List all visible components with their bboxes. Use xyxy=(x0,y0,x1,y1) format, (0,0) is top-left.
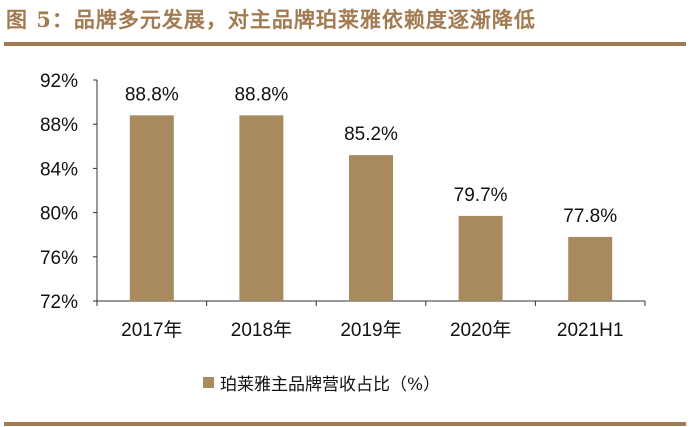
data-label: 88.8% xyxy=(125,84,179,105)
figure-title: 图 5：品牌多元发展，对主品牌珀莱雅依赖度逐渐降低 xyxy=(6,7,536,32)
x-tick-label: 2019年 xyxy=(340,319,401,341)
title-divider xyxy=(4,42,686,46)
data-label: 79.7% xyxy=(454,185,508,206)
y-tick-label: 76% xyxy=(40,248,78,269)
bar xyxy=(239,115,284,301)
x-tick-label: 2020年 xyxy=(450,319,511,341)
legend-label: 珀莱雅主品牌营收占比（%） xyxy=(220,375,441,395)
bar xyxy=(129,115,174,301)
bar xyxy=(458,215,503,301)
x-tick-label: 2021H1 xyxy=(557,320,624,341)
y-tick-label: 84% xyxy=(40,159,78,180)
x-tick-label: 2017年 xyxy=(121,319,182,341)
bar xyxy=(568,236,613,301)
data-label: 88.8% xyxy=(234,84,288,105)
y-tick-label: 72% xyxy=(40,292,78,313)
legend: 珀莱雅主品牌营收占比（%） xyxy=(203,370,440,395)
bottom-divider xyxy=(4,422,686,426)
data-label: 85.2% xyxy=(344,124,398,145)
legend-swatch xyxy=(203,377,214,388)
bar xyxy=(349,155,393,301)
y-tick-label: 88% xyxy=(40,115,78,136)
y-tick-label: 92% xyxy=(40,71,78,92)
data-label: 77.8% xyxy=(563,206,617,227)
y-tick-label: 80% xyxy=(40,204,78,225)
x-tick-label: 2018年 xyxy=(231,319,292,341)
